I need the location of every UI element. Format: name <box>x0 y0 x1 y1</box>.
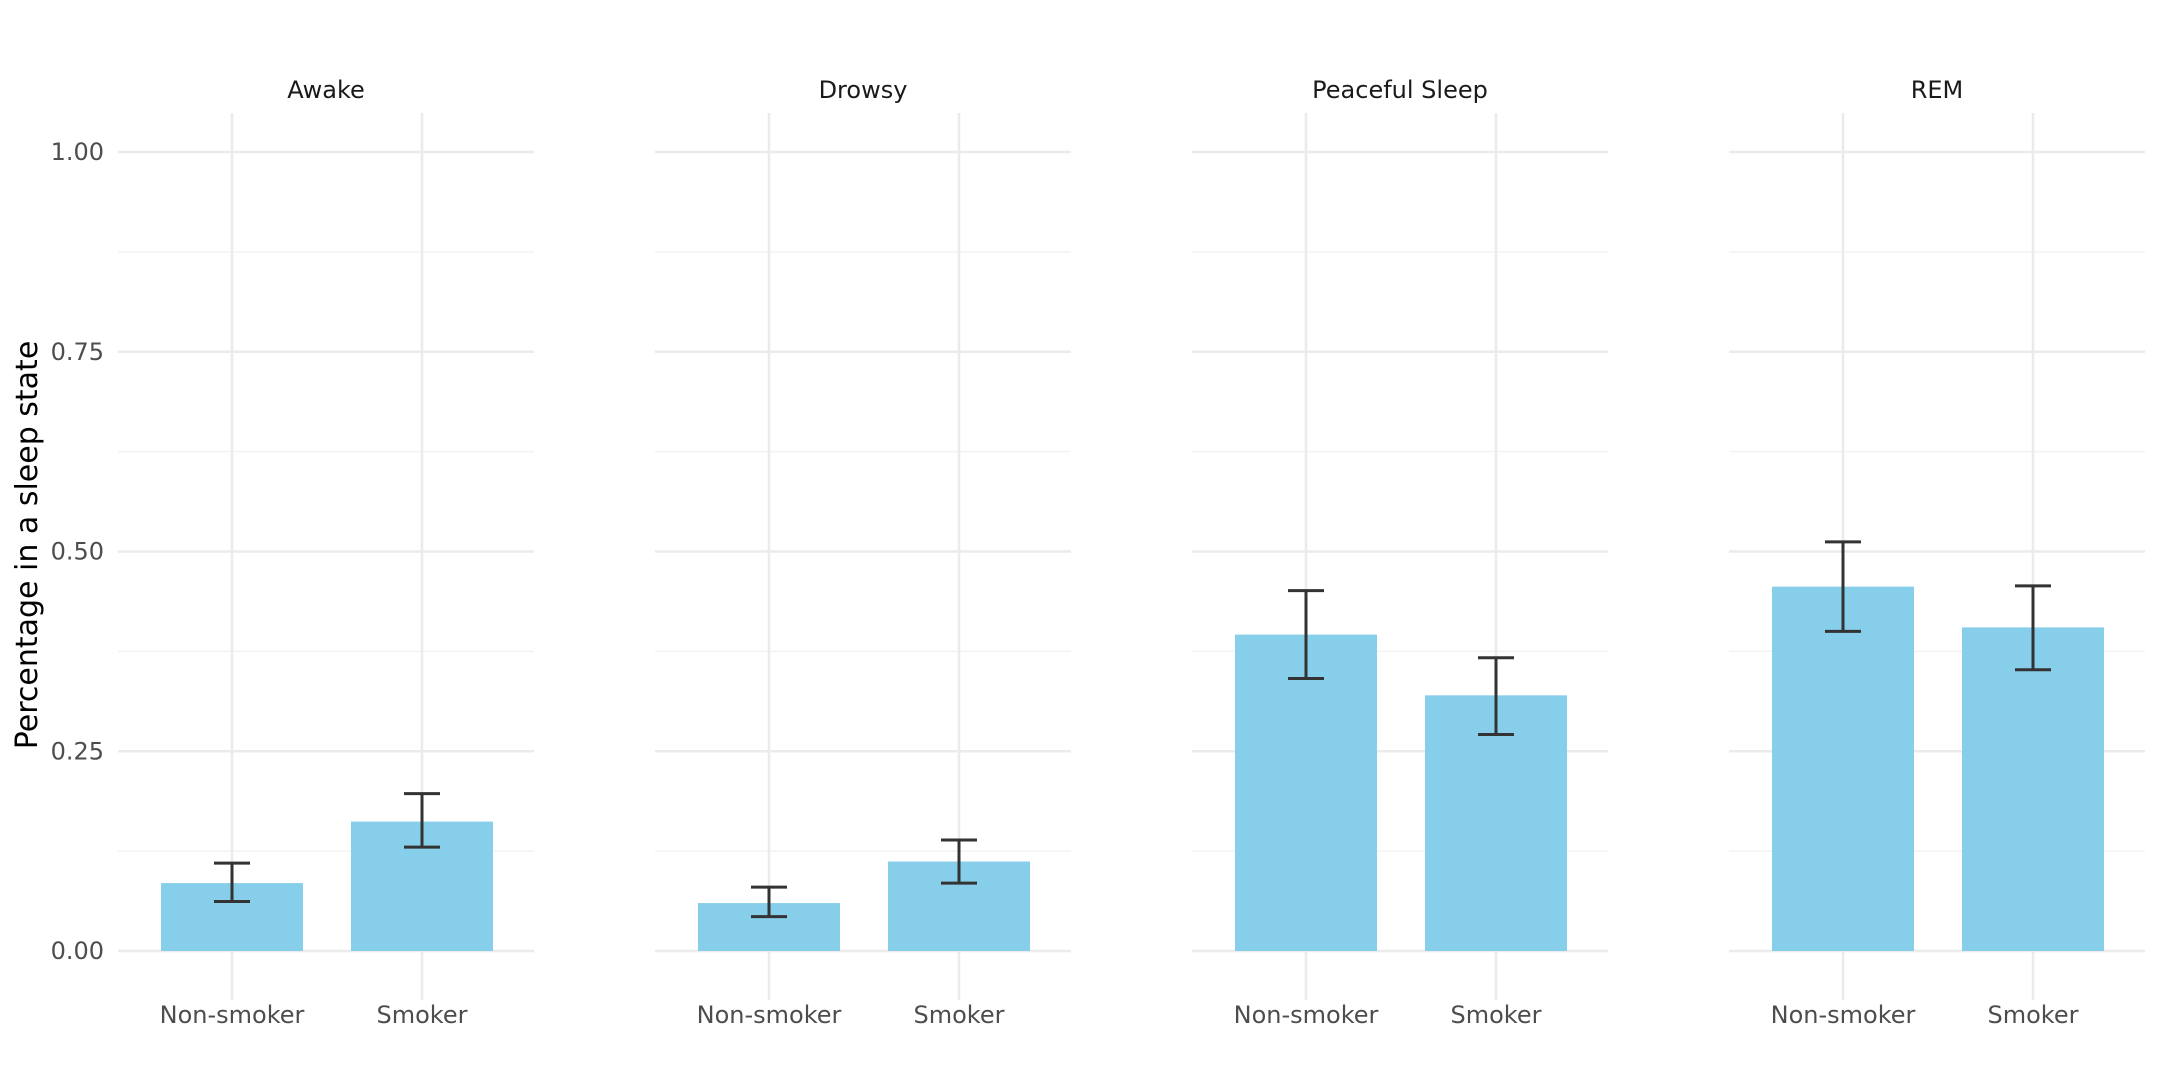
x-tick-label: Smoker <box>914 1001 1005 1029</box>
panel-rem: REM Non-smoker Smoker <box>1729 76 2145 1029</box>
panel-peaceful-sleep: Peaceful Sleep Non-smoker Smoker <box>1192 76 1608 1029</box>
panel-title: Drowsy <box>819 76 908 104</box>
y-tick-label: 1.00 <box>51 138 104 166</box>
y-tick-label: 0.25 <box>51 737 104 765</box>
panel-title: REM <box>1911 76 1964 104</box>
x-tick-label: Smoker <box>1988 1001 2079 1029</box>
bar-non-smoker <box>1235 634 1377 951</box>
x-tick-label: Non-smoker <box>1771 1001 1916 1029</box>
y-tick-label: 0.00 <box>51 937 104 965</box>
panel-drowsy: Drowsy Non-smoker Smoker <box>655 76 1071 1029</box>
x-tick-label: Non-smoker <box>697 1001 842 1029</box>
bar-non-smoker <box>1772 586 1914 951</box>
panel-title: Awake <box>287 76 365 104</box>
y-tick-label: 0.50 <box>51 538 104 566</box>
x-tick-label: Non-smoker <box>1234 1001 1379 1029</box>
x-tick-label: Non-smoker <box>160 1001 305 1029</box>
y-axis-title: Percentage in a sleep state <box>10 341 45 750</box>
x-tick-label: Smoker <box>377 1001 468 1029</box>
bar-smoker <box>1962 627 2104 951</box>
panel-title: Peaceful Sleep <box>1312 76 1488 104</box>
bar-smoker <box>1425 695 1567 951</box>
x-tick-label: Smoker <box>1451 1001 1542 1029</box>
panel-awake: Awake Non-smoker Smoker <box>118 76 534 1029</box>
y-tick-label: 0.75 <box>51 338 104 366</box>
